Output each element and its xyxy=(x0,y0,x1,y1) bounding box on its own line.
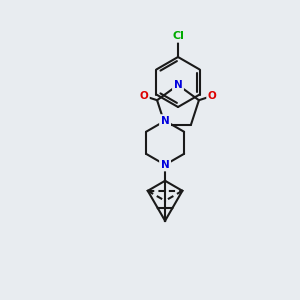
Text: N: N xyxy=(174,80,182,90)
Text: O: O xyxy=(140,91,148,101)
Text: O: O xyxy=(208,91,217,101)
Text: N: N xyxy=(161,116,170,126)
Text: N: N xyxy=(161,160,170,170)
Text: Cl: Cl xyxy=(172,31,184,41)
